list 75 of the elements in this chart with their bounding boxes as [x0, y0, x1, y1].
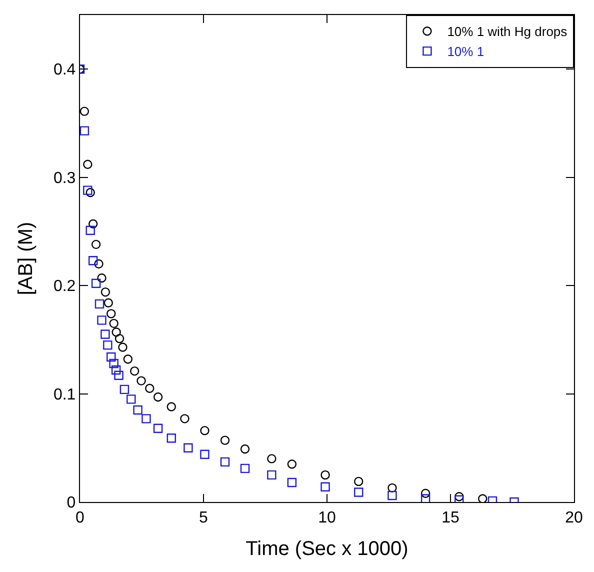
- point: [88, 219, 98, 228]
- point: [120, 384, 130, 394]
- x-tick-label: 20: [565, 509, 583, 526]
- point: [109, 358, 118, 368]
- point: [111, 365, 121, 375]
- y-tick-label: 0.2: [53, 278, 76, 296]
- point: [86, 226, 95, 235]
- point: [106, 309, 116, 318]
- point: [153, 424, 163, 434]
- point: [388, 483, 397, 493]
- point: [86, 188, 95, 198]
- point: [267, 470, 276, 480]
- point: [126, 394, 136, 404]
- point: [80, 106, 90, 116]
- point: [184, 443, 193, 452]
- point: [240, 464, 250, 474]
- point: [97, 316, 106, 325]
- point: [88, 256, 98, 266]
- y-tick-label: 0.3: [53, 170, 76, 187]
- point: [112, 327, 121, 337]
- point: [114, 334, 124, 344]
- point: [97, 273, 106, 283]
- point: [200, 426, 210, 436]
- x-tick-label: 5: [199, 509, 208, 526]
- x-tick-label: 10: [318, 509, 336, 526]
- point: [354, 488, 364, 497]
- point: [180, 414, 190, 424]
- x-tick-label: 15: [442, 509, 460, 526]
- point: [80, 126, 90, 136]
- point: [287, 460, 297, 469]
- point: [220, 457, 230, 467]
- point: [145, 384, 154, 393]
- point: [94, 299, 104, 309]
- point: [200, 450, 210, 459]
- point: [454, 495, 464, 502]
- point: [240, 444, 250, 454]
- point: [267, 454, 276, 464]
- point: [320, 470, 330, 480]
- legend-label: 10% 1 with Hg drops: [447, 24, 568, 40]
- point: [142, 414, 151, 424]
- point: [100, 330, 110, 339]
- point: [454, 492, 464, 502]
- point: [103, 340, 112, 350]
- point: [166, 402, 176, 412]
- point: [123, 354, 133, 364]
- point: [118, 342, 128, 352]
- x-axis-title: Time (Sec x 1000): [246, 538, 408, 560]
- point: [130, 366, 140, 376]
- point: [106, 352, 116, 362]
- y-tick-label: 0.4: [53, 62, 76, 79]
- point: [109, 318, 118, 328]
- point: [420, 488, 430, 498]
- point: [91, 240, 101, 250]
- point: [136, 376, 146, 386]
- point: [94, 259, 104, 269]
- point: [220, 436, 230, 445]
- point: [287, 478, 297, 488]
- point: [133, 405, 142, 415]
- point: [420, 494, 430, 502]
- point: [114, 370, 124, 380]
- point: [153, 392, 163, 402]
- y-tick-label: 0: [66, 494, 76, 512]
- y-tick-label: 0.1: [53, 386, 76, 404]
- point: [104, 298, 113, 308]
- point: [91, 278, 101, 288]
- point: [83, 160, 92, 169]
- point: [83, 186, 92, 195]
- point: [388, 490, 397, 500]
- y-axis-title: [AB] (M): [14, 222, 37, 296]
- point: [320, 482, 330, 492]
- legend-label: 10% 1: [447, 44, 484, 60]
- point: [478, 494, 488, 502]
- point: [166, 434, 176, 443]
- point: [354, 476, 364, 486]
- point: [100, 287, 110, 297]
